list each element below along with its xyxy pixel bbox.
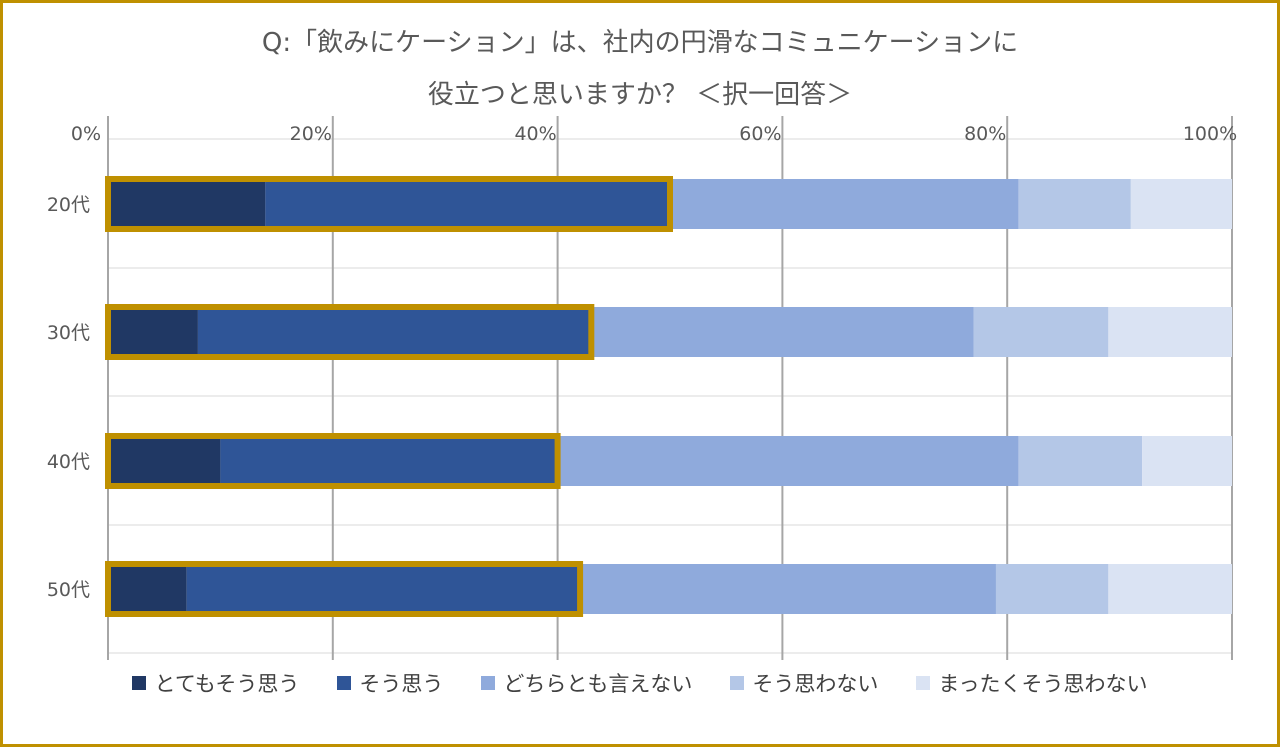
- legend-swatch: [730, 676, 745, 690]
- bar-segment: [108, 564, 187, 614]
- bar-segment: [108, 179, 266, 229]
- legend-swatch: [916, 676, 931, 690]
- highlight-box: [105, 176, 673, 232]
- chart-title-line-1: Q:「飲みにケーション」は、社内の円滑なコミュニケーションに: [261, 28, 1019, 58]
- bar-segment: [1018, 436, 1143, 486]
- legend-item: どちらとも言えない: [481, 668, 692, 698]
- bar-segment: [1108, 307, 1232, 357]
- legend-item: とてもそう思う: [132, 668, 299, 698]
- legend-label: まったくそう思わない: [938, 672, 1148, 696]
- chart-legend: とてもそう思う そう思う どちらとも言えない そう思わない まったくそう思わない: [0, 668, 1280, 698]
- bar-segment: [973, 307, 1109, 357]
- x-tick-label: 40%: [514, 123, 556, 145]
- y-category-label: 40代: [47, 451, 90, 473]
- y-category-label: 30代: [47, 322, 90, 344]
- bar-segment: [108, 307, 198, 357]
- bar-segment: [108, 436, 221, 486]
- bar-segment: [197, 307, 592, 357]
- legend-swatch: [337, 676, 352, 690]
- legend-item: まったくそう思わない: [916, 668, 1148, 698]
- bar-segment: [580, 564, 996, 614]
- legend-label: とてもそう思う: [154, 672, 300, 696]
- y-category-label: 50代: [47, 579, 90, 601]
- bar-segment: [995, 564, 1109, 614]
- bar-segment: [1018, 179, 1131, 229]
- x-tick-label: 100%: [1183, 123, 1237, 145]
- highlight-box: [105, 304, 595, 360]
- x-tick-label: 60%: [739, 123, 781, 145]
- chart-title-line-2: 役立つと思いますか？ ＜択一回答＞: [427, 80, 853, 110]
- bar-segment: [220, 436, 558, 486]
- y-category-label: 20代: [47, 194, 90, 216]
- x-tick-label: 20%: [290, 123, 332, 145]
- bar-segment: [186, 564, 581, 614]
- x-tick-label: 0%: [71, 123, 101, 145]
- x-tick-label: 80%: [964, 123, 1006, 145]
- bar-segment: [1142, 436, 1232, 486]
- highlight-box: [105, 433, 561, 489]
- legend-item: そう思う: [337, 668, 443, 698]
- legend-swatch: [481, 676, 496, 690]
- legend-label: そう思わない: [752, 672, 879, 696]
- legend-label: どちらとも言えない: [503, 672, 693, 696]
- legend-label: そう思う: [359, 672, 444, 696]
- legend-swatch: [132, 676, 147, 690]
- bar-segment: [1108, 564, 1232, 614]
- bar-segment: [1130, 179, 1232, 229]
- highlight-box: [105, 561, 584, 617]
- legend-item: そう思わない: [730, 668, 878, 698]
- bar-segment: [591, 307, 974, 357]
- bar-segment: [557, 436, 1019, 486]
- bar-segment: [670, 179, 1019, 229]
- bar-segment: [265, 179, 670, 229]
